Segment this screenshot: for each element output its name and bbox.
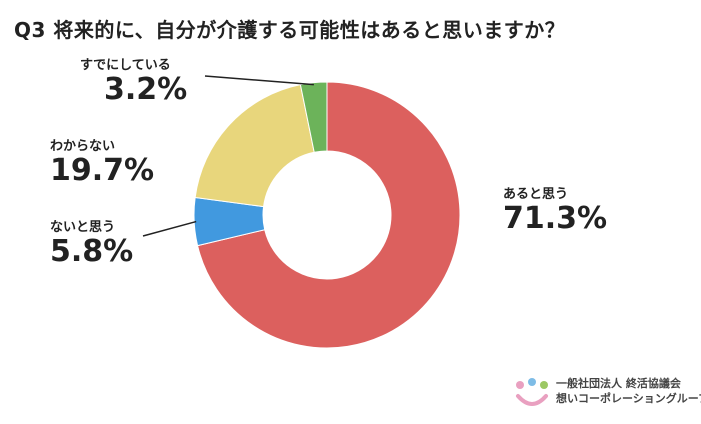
label-wakaranai: わからない 19.7% — [50, 135, 154, 188]
chart-title: Q3 将来的に、自分が介護する可能性はあると思いますか？ — [14, 18, 566, 42]
logo-line-2: 想いコーポレーショングループ — [556, 392, 701, 405]
label-sudeni-shiteiru: すでにしている 3.2% — [80, 54, 187, 107]
category-label: すでにしている — [80, 58, 171, 73]
category-label: あると思う — [503, 187, 569, 202]
slice-wakaranai — [194, 84, 315, 208]
logo-mark-icon — [516, 378, 548, 406]
category-label: わからない — [50, 139, 116, 154]
leader-lines — [142, 75, 314, 237]
value-label: 19.7% — [50, 153, 155, 188]
organization-logo: 一般社団法人 終活協議会 想いコーポレーショングループ — [512, 376, 701, 412]
leader-line-nai-to-omou — [142, 220, 197, 237]
category-label: ないと思う — [50, 220, 116, 235]
slice-aru-to-omou — [196, 81, 461, 349]
slice-sudeni-shiteiru — [299, 81, 328, 153]
value-label: 3.2% — [104, 72, 188, 107]
donut-slices — [193, 81, 461, 349]
value-label: 71.3% — [503, 201, 608, 236]
logo-text: 一般社団法人 終活協議会 想いコーポレーショングループ — [556, 376, 701, 406]
label-aru-to-omou: あると思う 71.3% — [503, 183, 607, 236]
leader-line-sudeni-shiteiru — [204, 75, 314, 86]
logo-line-1: 一般社団法人 終活協議会 — [556, 377, 681, 390]
label-nai-to-omou: ないと思う 5.8% — [50, 216, 133, 269]
value-label: 5.8% — [50, 234, 134, 269]
